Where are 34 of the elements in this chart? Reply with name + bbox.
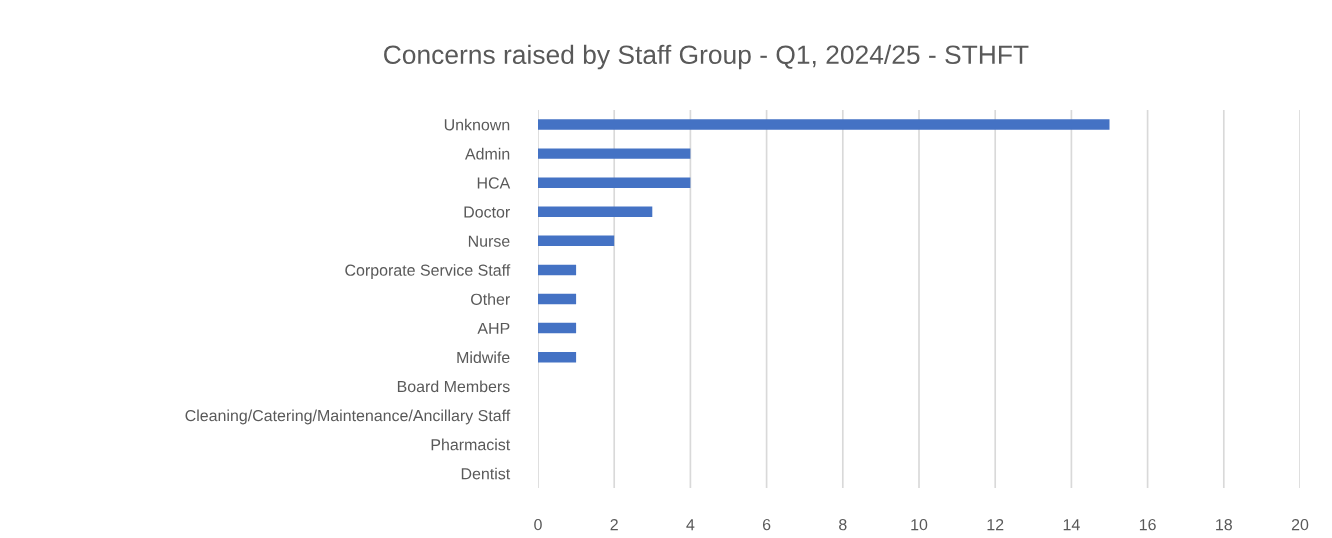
chart-title: Concerns raised by Staff Group - Q1, 2024/25 - STHFT [384, 44, 1029, 70]
bar [538, 351, 577, 363]
y-tick-label: Board Members [397, 380, 510, 393]
x-tick-label: 10 [911, 518, 928, 531]
y-tick-label: Unknown [444, 118, 510, 131]
bar [538, 322, 577, 334]
x-tick-label: 8 [839, 518, 847, 531]
x-tick-label: 14 [1063, 519, 1080, 531]
bar [538, 119, 1110, 130]
y-tick-label: Other [471, 293, 510, 305]
x-tick-label: 20 [1291, 518, 1309, 531]
bar [538, 264, 577, 276]
y-tick-label: Midwife [457, 351, 510, 364]
y-tick-label: Dentist [461, 467, 511, 480]
y-tick-label: HCA [477, 177, 511, 189]
x-tick-label: 6 [762, 518, 771, 531]
bar [538, 148, 691, 159]
bar [538, 293, 577, 305]
y-tick-label: Corporate Service Staff [345, 264, 511, 280]
x-tick-label: 16 [1139, 518, 1156, 531]
bar [538, 206, 653, 217]
y-tick-label: Doctor [464, 206, 510, 218]
y-tick-label: Cleaning/Catering/Maintenance/Ancillary Staff [185, 409, 511, 425]
y-tick-label: AHP [477, 322, 510, 334]
bar [538, 177, 691, 188]
x-tick-label: 4 [686, 519, 695, 531]
x-tick-label: 0 [534, 518, 542, 531]
y-tick-label: Pharmacist [431, 438, 511, 451]
bar [538, 235, 615, 247]
y-tick-label: Admin [464, 147, 510, 160]
x-tick-label: 12 [987, 518, 1004, 531]
y-tick-label: Nurse [468, 235, 510, 247]
x-tick-label: 18 [1216, 518, 1232, 531]
x-tick-label: 2 [610, 518, 618, 531]
